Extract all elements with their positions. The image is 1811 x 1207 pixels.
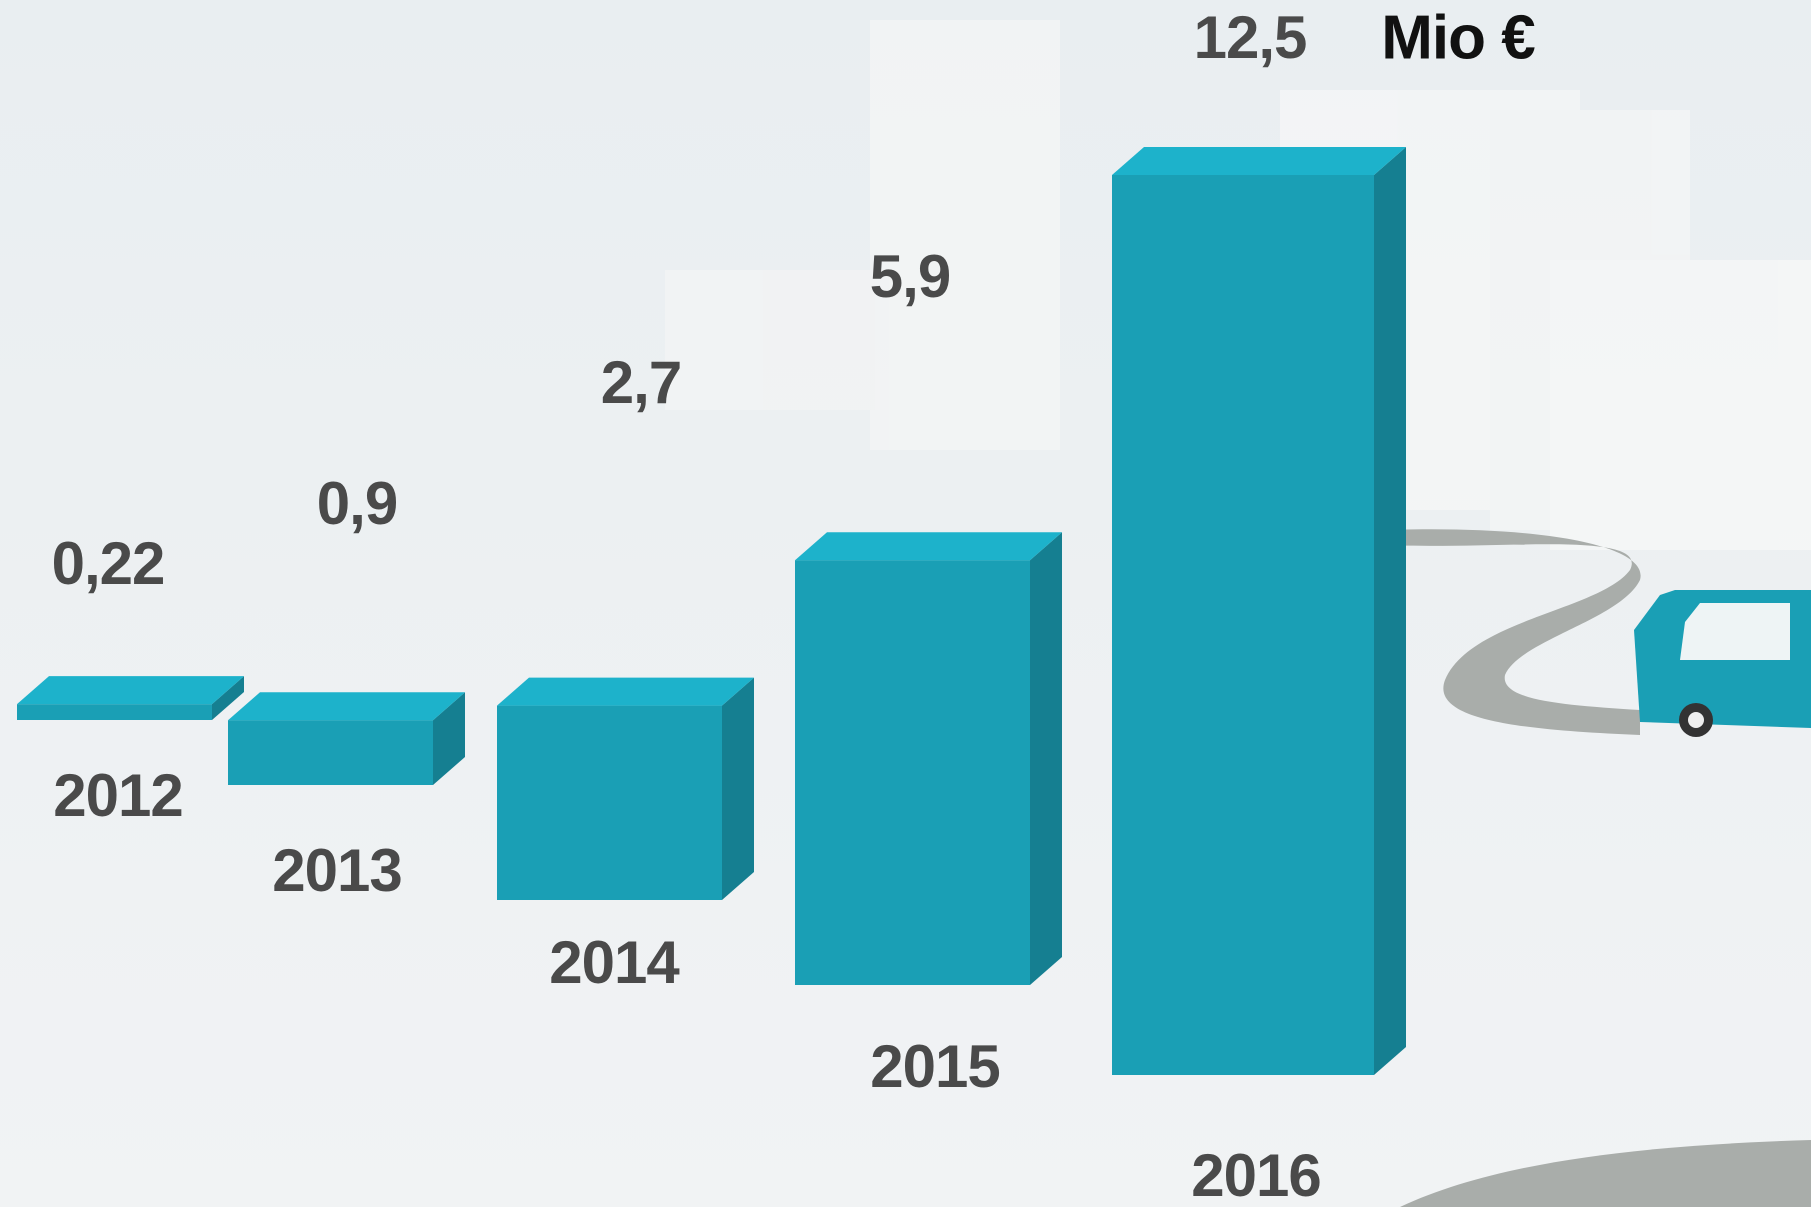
bar-top xyxy=(497,677,754,706)
value-label: 2,7 xyxy=(601,349,681,416)
bar-front xyxy=(17,704,212,720)
x-tick-label: 2015 xyxy=(870,1033,999,1100)
value-label: 0,9 xyxy=(317,470,397,537)
bar-side xyxy=(433,692,465,785)
value-label: 5,9 xyxy=(870,243,950,310)
value-label: 12,5 xyxy=(1194,4,1307,71)
value-label: 0,22 xyxy=(52,530,165,597)
x-tick-label: 2012 xyxy=(53,762,182,829)
bar-top xyxy=(17,676,244,705)
bar-side xyxy=(1030,532,1062,985)
bar xyxy=(228,692,465,785)
building xyxy=(665,270,875,410)
bar-front xyxy=(228,720,433,785)
x-tick-label: 2013 xyxy=(272,837,401,904)
backdrop-buildings xyxy=(665,20,1811,550)
bar-front xyxy=(497,705,722,900)
bar-front xyxy=(1112,175,1374,1075)
bar-top xyxy=(1112,147,1406,175)
bar-side xyxy=(212,676,244,720)
x-tick-label: 2014 xyxy=(549,929,680,996)
road xyxy=(1400,1140,1811,1207)
bar-top xyxy=(228,692,465,721)
unit-label: Mio € xyxy=(1381,3,1535,72)
bar xyxy=(1112,147,1406,1075)
road xyxy=(1385,529,1641,735)
bar-side xyxy=(722,677,754,900)
bar-top xyxy=(795,532,1062,561)
building xyxy=(1550,260,1811,550)
toy-car xyxy=(1634,590,1811,737)
bar xyxy=(795,532,1062,985)
building xyxy=(870,20,1060,450)
bar xyxy=(497,677,754,900)
bar xyxy=(17,676,244,720)
x-tick-label: 2016 xyxy=(1191,1142,1320,1207)
bar-side xyxy=(1374,147,1406,1075)
car-hub xyxy=(1688,712,1704,728)
car-window xyxy=(1680,603,1790,660)
bar-front xyxy=(795,560,1030,985)
